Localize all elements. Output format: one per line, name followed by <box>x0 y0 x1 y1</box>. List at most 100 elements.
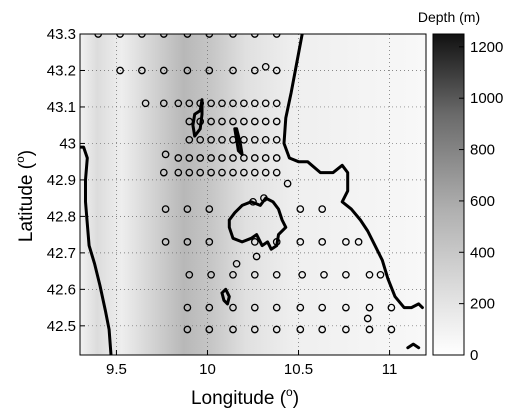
colorbar-tick-label: 200 <box>470 296 495 313</box>
station-point <box>207 168 215 177</box>
x-axis-title: Longitude (o) <box>191 385 299 409</box>
colorbar-tick-label: 0 <box>470 347 478 364</box>
station-point <box>261 154 270 162</box>
station-point <box>283 179 292 188</box>
grid-lines <box>80 34 426 355</box>
y-tick-label: 43 <box>59 135 76 152</box>
station-point <box>354 238 363 246</box>
station-point <box>250 117 259 126</box>
station-point <box>272 135 281 144</box>
station-point <box>342 238 350 246</box>
station-point <box>174 99 183 108</box>
station-point <box>229 99 237 108</box>
station-point <box>250 325 259 334</box>
plot-frame <box>79 33 427 356</box>
station-point <box>205 325 214 334</box>
station-point <box>365 270 374 279</box>
station-point <box>261 99 270 108</box>
colorbar-title: Depth (m) <box>418 9 480 25</box>
station-point <box>272 66 281 75</box>
station-point <box>207 154 215 162</box>
station-point <box>185 117 194 126</box>
station-point <box>205 238 214 246</box>
y-tick-label: 42.5 <box>47 318 76 335</box>
station-point <box>376 270 385 279</box>
station-point <box>185 154 194 162</box>
y-tick-label: 42.9 <box>47 172 76 189</box>
station-point <box>250 154 259 162</box>
station-point <box>272 99 281 108</box>
coastline <box>282 34 424 310</box>
station-point <box>250 99 259 108</box>
station-point <box>342 325 350 334</box>
station-point <box>218 168 226 177</box>
station-point <box>207 117 215 126</box>
station-point <box>250 168 259 177</box>
station-point <box>207 99 215 108</box>
station-point <box>183 66 192 75</box>
station-point <box>161 238 170 246</box>
y-axis-ticks: 42.5 42.6 42.7 42.8 42.9 43 43.1 43.2 43.3 <box>47 26 85 335</box>
coastline <box>227 196 288 251</box>
y-tick-label: 43.3 <box>47 26 76 43</box>
colorbar-tick-label: 1200 <box>470 39 503 56</box>
station-point <box>342 270 350 279</box>
station-point <box>174 168 183 177</box>
station-point <box>229 66 237 75</box>
station-point <box>250 66 259 75</box>
station-point <box>205 34 214 38</box>
station-point <box>272 34 281 38</box>
station-point <box>116 34 124 38</box>
station-point <box>296 325 305 334</box>
station-point <box>161 150 170 159</box>
station-point <box>205 205 214 213</box>
station-point <box>229 154 237 162</box>
bathymetry-field <box>80 34 426 355</box>
station-point <box>272 303 281 312</box>
y-tick-label: 43.1 <box>47 99 76 116</box>
station-point <box>249 197 257 206</box>
station-point <box>159 34 168 38</box>
station-point <box>185 99 194 108</box>
station-point <box>229 117 237 126</box>
station-point <box>298 270 307 279</box>
station-point <box>218 135 226 144</box>
station-point <box>183 238 192 246</box>
station-point <box>141 99 150 108</box>
station-point <box>261 117 270 126</box>
station-point <box>320 270 328 279</box>
station-point <box>261 135 270 144</box>
x-tick-label: 10 <box>199 361 216 378</box>
station-point <box>185 135 194 144</box>
station-point <box>250 135 259 144</box>
station-point <box>138 34 146 38</box>
station-point <box>240 168 248 177</box>
station-point <box>318 303 327 312</box>
coastline <box>406 342 421 350</box>
station-point <box>174 154 183 162</box>
station-point <box>318 325 327 334</box>
station-point <box>272 325 281 334</box>
station-point <box>159 66 168 75</box>
station-point <box>196 99 205 108</box>
station-point <box>196 117 205 126</box>
y-axis-title: Latitude (o) <box>13 150 37 242</box>
station-point <box>161 205 170 213</box>
station-point <box>183 303 192 312</box>
station-point <box>272 154 281 162</box>
station-point <box>250 34 259 38</box>
station-point <box>240 117 248 126</box>
station-point <box>138 66 146 75</box>
coastline <box>191 98 204 138</box>
station-point <box>261 62 270 71</box>
station-point <box>183 205 192 213</box>
station-point <box>229 270 237 279</box>
station-point <box>252 252 261 261</box>
station-point <box>207 270 215 279</box>
station-point <box>185 270 194 279</box>
station-point <box>296 238 305 246</box>
coastline <box>80 145 113 355</box>
y-tick-label: 42.6 <box>47 281 76 298</box>
station-point <box>205 66 214 75</box>
